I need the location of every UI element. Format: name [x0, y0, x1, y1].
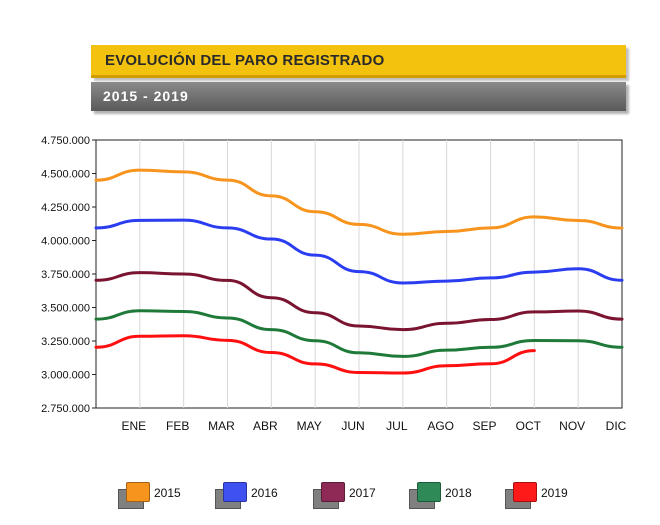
y-tick-label: 3.750.000	[41, 269, 90, 281]
x-tick-label: JUL	[386, 419, 408, 433]
x-tick-label: JUN	[341, 419, 364, 433]
x-tick-label: DIC	[606, 419, 627, 433]
series-line-2018	[94, 309, 624, 358]
x-tick-label: ABR	[253, 419, 278, 433]
y-tick-label: 4.750.000	[41, 135, 90, 147]
x-axis-ticks: ENE FEB MAR ABR MAY JUN JUL AGO SEP OCT NOV DIC	[121, 419, 626, 433]
legend-label-2017: 2017	[349, 486, 376, 500]
legend-swatch-2015	[126, 482, 150, 502]
legend-label-2016: 2016	[251, 486, 278, 500]
x-tick-label: MAR	[208, 419, 235, 433]
x-tick-label: ENE	[121, 419, 146, 433]
y-tick-label: 3.250.000	[41, 336, 90, 348]
legend-label-2018: 2018	[445, 486, 472, 500]
x-tick-label: AGO	[427, 419, 454, 433]
series-line-2016	[94, 218, 624, 285]
legend-label-2015: 2015	[154, 486, 181, 500]
y-tick-label: 3.000.000	[41, 370, 90, 382]
y-tick-label: 4.500.000	[41, 169, 90, 181]
line-chart: 2.750.000 3.000.000 3.250.000 3.500.000 3.75…	[41, 135, 627, 433]
x-tick-label: SEP	[472, 419, 496, 433]
legend-swatch-2017	[321, 482, 345, 502]
chart-subtitle: 2015 - 2019	[103, 88, 189, 104]
y-axis-ticks: 2.750.000 3.000.000 3.250.000 3.500.000 3.75…	[41, 135, 96, 415]
legend-label-2019: 2019	[541, 486, 568, 500]
legend-swatch-2018	[417, 482, 441, 502]
x-tick-label: OCT	[516, 419, 542, 433]
series-line-2017	[94, 271, 624, 332]
title-bar: EVOLUCIÓN DEL PARO REGISTRADO	[91, 45, 626, 78]
legend: 2015 2016 2017 2018 2019	[0, 480, 660, 520]
x-tick-label: NOV	[559, 419, 585, 433]
series-line-2015	[94, 168, 624, 236]
chart-title: EVOLUCIÓN DEL PARO REGISTRADO	[105, 52, 385, 69]
y-tick-label: 4.000.000	[41, 236, 90, 248]
series-layer	[94, 168, 624, 375]
legend-swatch-2019	[513, 482, 537, 502]
x-tick-label: FEB	[166, 419, 189, 433]
y-tick-label: 4.250.000	[41, 202, 90, 214]
y-tick-label: 3.500.000	[41, 303, 90, 315]
x-tick-label: MAY	[297, 419, 322, 433]
y-tick-label: 2.750.000	[41, 403, 90, 415]
subtitle-bar: 2015 - 2019	[91, 82, 626, 111]
series-line-2019	[94, 334, 536, 375]
legend-swatch-2016	[223, 482, 247, 502]
